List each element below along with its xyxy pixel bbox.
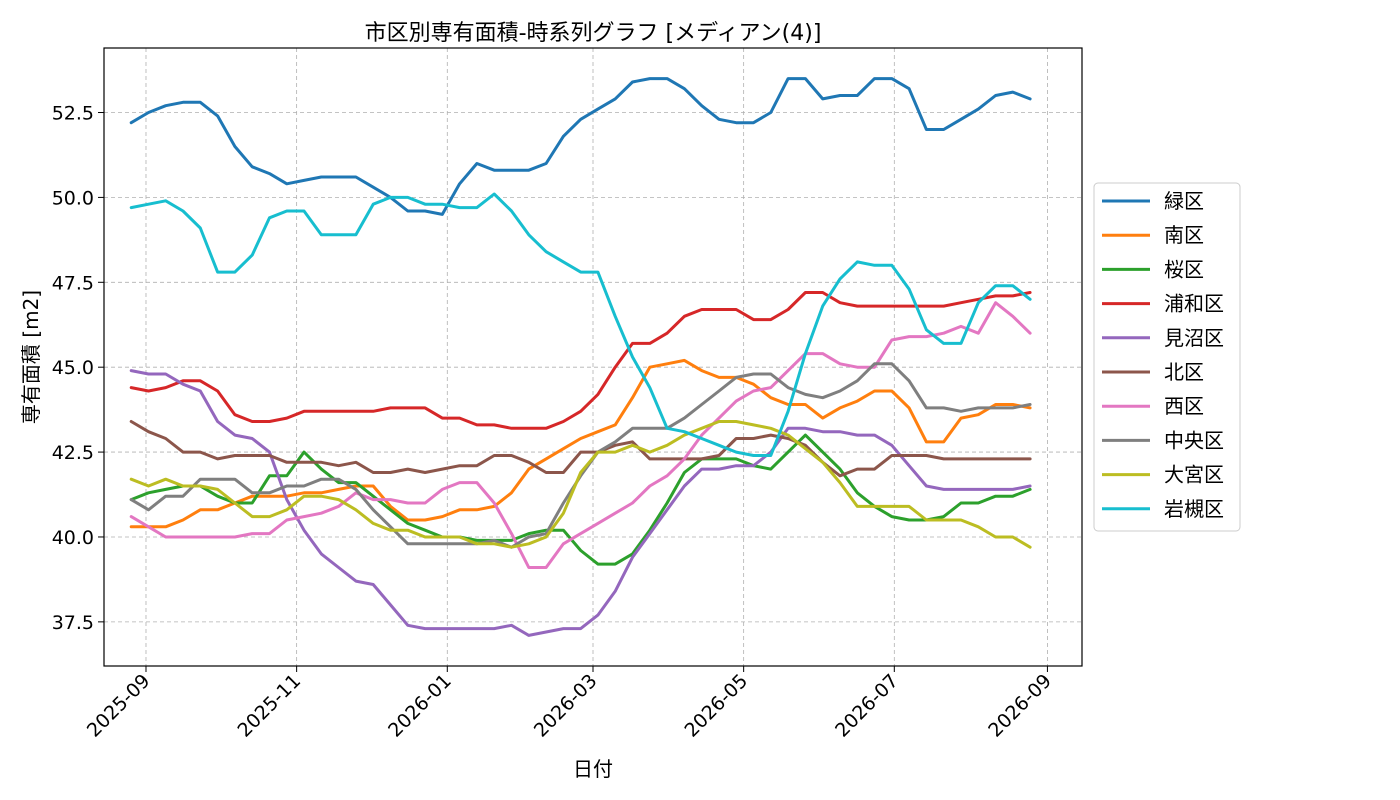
y-tick-label: 45.0 bbox=[52, 357, 94, 379]
series-line-見沼区 bbox=[129, 369, 1032, 637]
x-tick-label: 2025-11 bbox=[233, 670, 305, 742]
series-line-西区 bbox=[129, 301, 1032, 569]
y-tick-label: 37.5 bbox=[52, 612, 94, 634]
y-axis: 37.5 40.0 42.5 45.0 47.5 50.0 52.5 bbox=[52, 103, 104, 634]
series-line-岩槻区 bbox=[129, 192, 1032, 457]
legend-label: 見沼区 bbox=[1164, 326, 1224, 350]
legend-label: 岩槻区 bbox=[1164, 497, 1224, 521]
x-axis-label: 日付 bbox=[573, 757, 613, 781]
y-tick-label: 40.0 bbox=[52, 527, 94, 549]
legend-label: 北区 bbox=[1164, 360, 1204, 384]
legend-label: 中央区 bbox=[1164, 428, 1224, 452]
chart-title: 市区別専有面積-時系列グラフ [メディアン(4)] bbox=[365, 21, 822, 46]
y-tick-label: 42.5 bbox=[52, 442, 94, 464]
x-tick-label: 2026-09 bbox=[984, 670, 1056, 742]
x-tick-label: 2026-03 bbox=[530, 670, 602, 742]
y-tick-label: 50.0 bbox=[52, 187, 94, 209]
legend-label: 大宮区 bbox=[1164, 463, 1224, 487]
series-line-桜区 bbox=[129, 433, 1032, 566]
x-tick-label: 2026-05 bbox=[680, 670, 752, 742]
series-line-大宮区 bbox=[129, 420, 1032, 549]
series-line-緑区 bbox=[129, 77, 1032, 216]
y-tick-label: 47.5 bbox=[52, 272, 94, 294]
y-axis-label: 専有面積 [m2] bbox=[19, 290, 43, 424]
x-tick-label: 2026-01 bbox=[384, 670, 456, 742]
legend-label: 浦和区 bbox=[1164, 292, 1224, 316]
series-line-南区 bbox=[129, 358, 1032, 529]
x-tick-label: 2025-09 bbox=[83, 670, 155, 742]
x-tick-label: 2026-07 bbox=[831, 670, 903, 742]
series-lines bbox=[129, 77, 1032, 637]
legend-label: 桜区 bbox=[1164, 257, 1204, 281]
grid bbox=[104, 48, 1082, 666]
series-line-北区 bbox=[129, 420, 1032, 478]
y-tick-label: 52.5 bbox=[52, 103, 94, 125]
legend-label: 西区 bbox=[1164, 394, 1204, 418]
x-axis: 2025-09 2025-11 2026-01 2026-03 2026-05 2026-… bbox=[83, 666, 1056, 742]
legend-label: 南区 bbox=[1164, 223, 1204, 247]
legend-label: 緑区 bbox=[1164, 189, 1204, 213]
series-line-浦和区 bbox=[129, 291, 1032, 430]
